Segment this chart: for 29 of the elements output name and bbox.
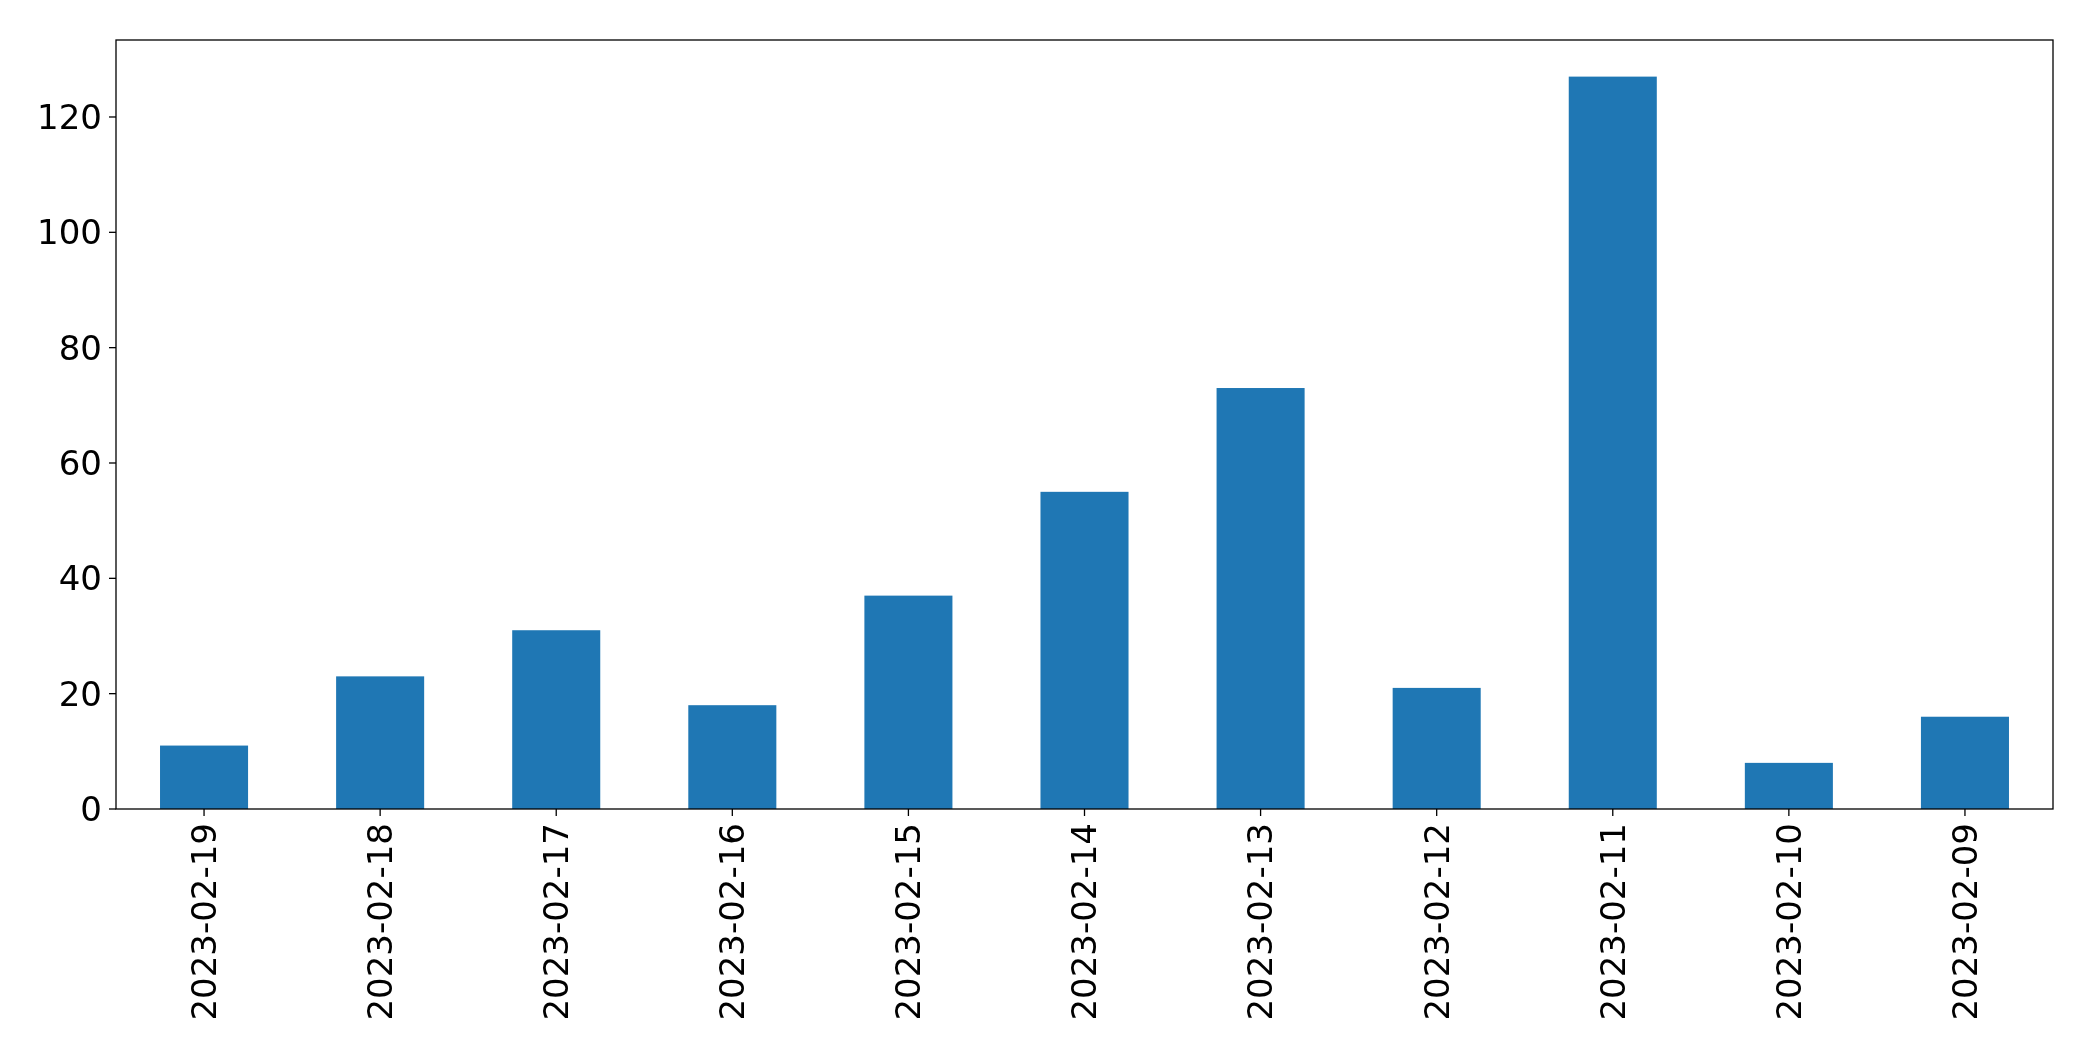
bar [688, 705, 777, 809]
x-tick-label: 2023-02-16 [712, 823, 753, 1021]
bar [1040, 491, 1129, 809]
x-tick-label: 2023-02-19 [183, 823, 224, 1021]
y-tick-label: 0 [80, 788, 102, 829]
y-tick-label: 40 [58, 558, 102, 599]
x-tick-label: 2023-02-17 [536, 823, 577, 1021]
bar [1392, 687, 1481, 809]
y-tick-label: 60 [58, 442, 102, 483]
bar [1920, 716, 2009, 809]
bar [1216, 388, 1305, 809]
x-tick-label: 2023-02-10 [1768, 823, 1809, 1021]
y-tick-label: 20 [58, 673, 102, 714]
x-tick-label: 2023-02-13 [1240, 823, 1281, 1021]
x-tick-label: 2023-02-12 [1416, 823, 1457, 1021]
x-tick-label: 2023-02-18 [360, 823, 401, 1021]
x-tick-label: 2023-02-14 [1064, 823, 1105, 1021]
bar [864, 595, 953, 809]
y-tick-label: 120 [37, 96, 102, 137]
bar [1744, 762, 1833, 809]
x-tick-label: 2023-02-09 [1944, 823, 1985, 1021]
bar [512, 630, 601, 809]
bar [1568, 76, 1657, 809]
x-tick-label: 2023-02-11 [1592, 823, 1633, 1021]
y-tick-label: 100 [37, 212, 102, 253]
x-tick-label: 2023-02-15 [888, 823, 929, 1021]
bar [160, 745, 249, 809]
bar [336, 676, 425, 809]
y-tick-label: 80 [58, 327, 102, 368]
